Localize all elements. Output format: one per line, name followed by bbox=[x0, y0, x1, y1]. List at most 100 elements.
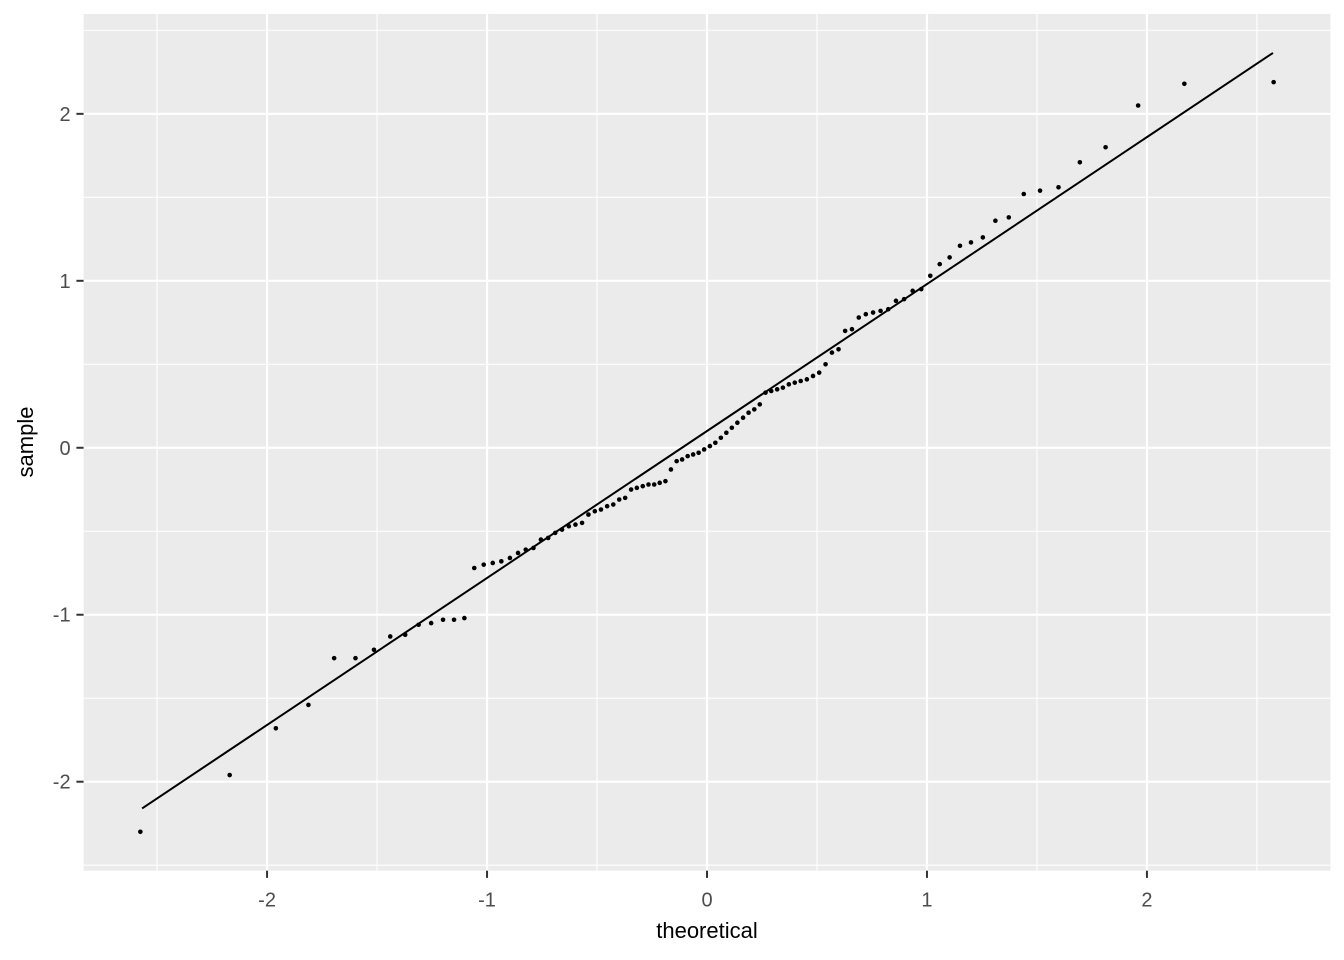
qq-point bbox=[1006, 215, 1012, 220]
y-axis-tick-label: -1 bbox=[53, 605, 71, 627]
qq-point bbox=[579, 520, 585, 526]
qq-point bbox=[780, 385, 786, 390]
qq-point bbox=[1271, 79, 1276, 85]
qq-point bbox=[870, 310, 876, 315]
qq-point bbox=[718, 435, 724, 441]
qq-point bbox=[735, 420, 740, 426]
qq-point bbox=[462, 615, 467, 621]
qq-point bbox=[273, 725, 279, 731]
qq-point bbox=[227, 772, 232, 778]
qq-point bbox=[980, 235, 986, 240]
qq-point bbox=[663, 478, 668, 484]
qq-point bbox=[878, 308, 883, 314]
y-axis-tick-label: 1 bbox=[59, 271, 70, 293]
qq-point bbox=[499, 559, 504, 564]
qq-point bbox=[471, 565, 477, 571]
qq-point bbox=[927, 273, 933, 279]
qq-point bbox=[353, 655, 358, 661]
qq-point bbox=[751, 407, 757, 412]
qq-point bbox=[947, 255, 952, 260]
x-axis-tick-label: 0 bbox=[701, 890, 712, 912]
qq-point bbox=[901, 296, 907, 302]
qq-point bbox=[829, 350, 835, 355]
qq-point bbox=[763, 390, 768, 395]
qq-point bbox=[690, 452, 696, 457]
qq-point bbox=[428, 620, 434, 626]
qq-data-layer bbox=[138, 52, 1276, 835]
qq-point bbox=[598, 507, 604, 512]
qq-point bbox=[371, 647, 377, 653]
qq-point bbox=[559, 527, 565, 532]
y-axis-tick-label: -2 bbox=[53, 772, 71, 794]
qq-point bbox=[531, 545, 536, 551]
major-grid-lines bbox=[83, 14, 1331, 871]
qq-point bbox=[696, 450, 701, 456]
x-axis-tick-label: -2 bbox=[258, 890, 276, 912]
qq-point bbox=[707, 443, 713, 449]
qq-point bbox=[646, 482, 651, 487]
qq-point bbox=[836, 346, 841, 352]
qq-point bbox=[387, 634, 393, 639]
qq-point bbox=[724, 430, 729, 436]
qq-point bbox=[138, 829, 143, 835]
qq-point bbox=[810, 373, 816, 379]
qq-point bbox=[968, 240, 974, 245]
qq-point bbox=[1103, 144, 1108, 150]
qq-point bbox=[918, 286, 924, 292]
qq-point bbox=[622, 495, 628, 501]
y-axis-tick-label: 0 bbox=[59, 438, 70, 460]
qq-point bbox=[798, 378, 804, 384]
qq-point bbox=[1077, 159, 1083, 165]
qq-reference-line bbox=[141, 52, 1274, 810]
qq-point bbox=[713, 440, 718, 446]
qq-point bbox=[440, 617, 446, 623]
qq-point bbox=[586, 512, 591, 517]
y-axis-title: sample bbox=[13, 407, 38, 478]
qq-point bbox=[592, 508, 598, 514]
qq-point bbox=[610, 502, 616, 507]
x-axis-title: theoretical bbox=[656, 918, 758, 943]
qq-point bbox=[331, 655, 337, 661]
qq-point bbox=[640, 483, 646, 489]
qq-point bbox=[849, 326, 855, 332]
qq-point bbox=[566, 523, 572, 529]
qq-point bbox=[685, 453, 690, 459]
qq-point bbox=[937, 261, 943, 267]
qq-point bbox=[674, 458, 679, 464]
qq-point bbox=[957, 243, 963, 249]
qq-point bbox=[740, 415, 746, 421]
qq-point bbox=[523, 547, 529, 552]
qq-point bbox=[651, 482, 657, 487]
qq-point bbox=[538, 537, 544, 542]
y-axis-tick-label: 2 bbox=[59, 104, 70, 126]
qq-point bbox=[804, 377, 810, 382]
qq-point bbox=[552, 530, 558, 536]
qq-point bbox=[515, 550, 521, 556]
qq-point bbox=[481, 562, 487, 567]
qq-point bbox=[573, 522, 578, 527]
qq-point bbox=[1056, 185, 1061, 190]
qq-point bbox=[893, 298, 899, 304]
qq-point bbox=[1037, 188, 1043, 193]
qq-point bbox=[856, 315, 862, 320]
qq-point bbox=[786, 382, 792, 387]
qq-point bbox=[668, 467, 674, 472]
qq-point bbox=[416, 622, 421, 628]
x-axis-tick-label: 1 bbox=[921, 890, 932, 912]
qq-point bbox=[402, 632, 408, 638]
qq-point bbox=[657, 480, 663, 486]
qq-point bbox=[451, 617, 457, 623]
qq-point bbox=[746, 410, 751, 416]
qq-point bbox=[910, 288, 915, 294]
qq-point bbox=[634, 485, 640, 491]
qq-point bbox=[774, 387, 780, 392]
axis-tick-labels: -2 -1 0 1 2 -2 -1 0 1 2 bbox=[53, 104, 1153, 912]
qq-point bbox=[545, 535, 551, 541]
x-axis-tick-label: 2 bbox=[1141, 890, 1152, 912]
qq-point bbox=[823, 361, 828, 367]
qq-point bbox=[729, 425, 735, 431]
qq-point bbox=[628, 487, 634, 492]
qq-point bbox=[863, 311, 869, 317]
